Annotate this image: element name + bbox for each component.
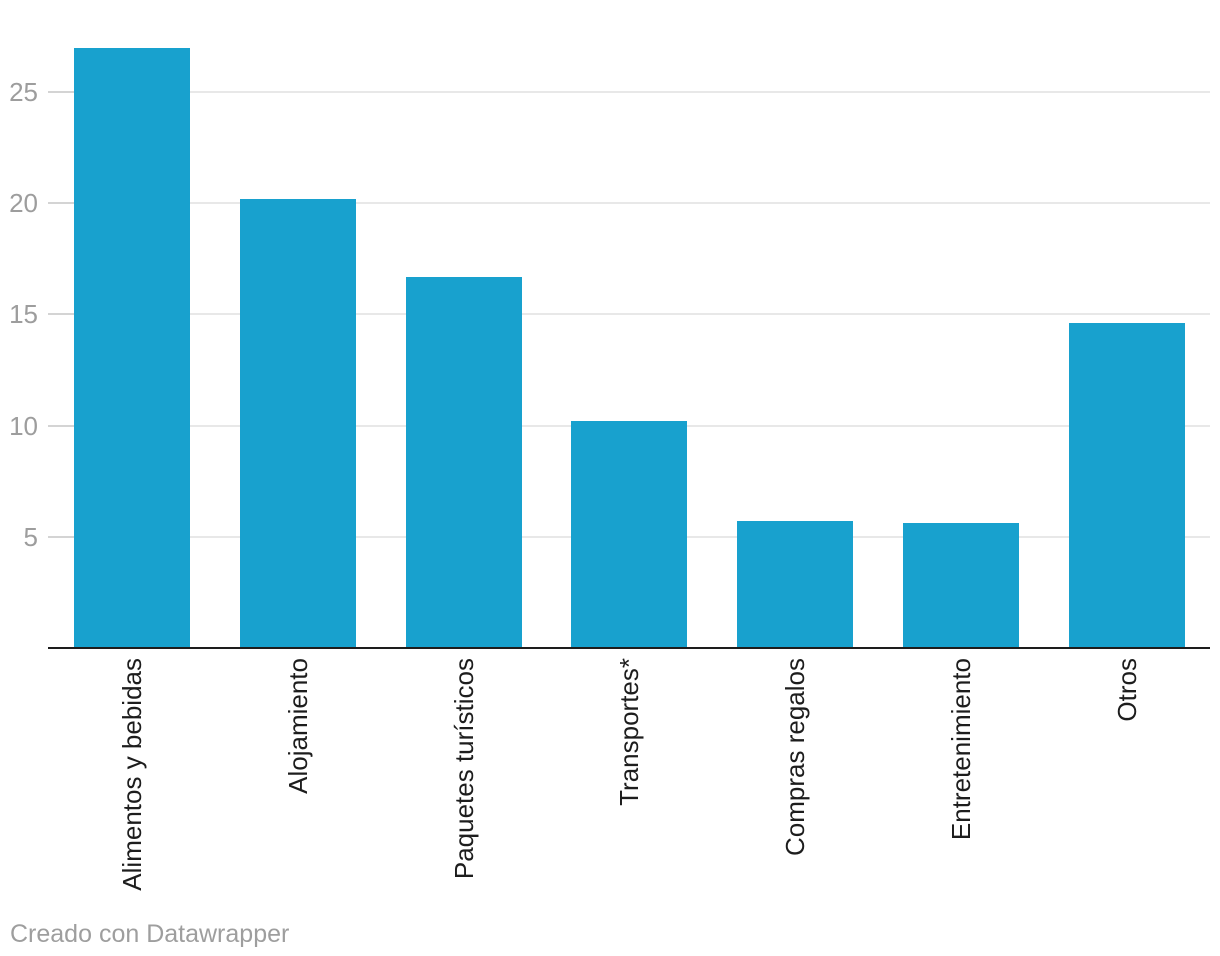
y-tick-label-20: 20 <box>9 188 38 219</box>
gridline-15 <box>48 313 1210 316</box>
y-tick-mark-15 <box>48 313 74 316</box>
x-axis-label-entretenimiento: Entretenimiento <box>946 658 977 841</box>
y-tick-mark-20 <box>48 202 74 205</box>
bar-paquetes-tur-sticos <box>405 276 522 648</box>
x-axis-line <box>48 647 1210 649</box>
gridline-20 <box>48 202 1210 205</box>
bar-otros <box>1068 323 1185 648</box>
y-tick-mark-25 <box>48 91 74 93</box>
bar-alimentos-y-bebidas <box>74 47 190 648</box>
attribution-text: Creado con Datawrapper <box>10 920 290 948</box>
y-tick-label-10: 10 <box>9 410 38 441</box>
y-tick-label-25: 25 <box>9 77 38 107</box>
y-tick-label-5: 5 <box>23 521 38 552</box>
x-axis-label-alojamiento: Alojamiento <box>282 658 313 794</box>
bar-alojamiento <box>239 198 356 648</box>
y-tick-mark-10 <box>48 424 74 427</box>
x-axis-label-alimentos-y-bebidas: Alimentos y bebidas <box>117 658 147 891</box>
bar-transportes <box>571 421 688 648</box>
bar-entretenimiento <box>903 523 1020 648</box>
x-axis-label-compras-regalos: Compras regalos <box>780 658 811 856</box>
gridline-25 <box>48 91 1210 93</box>
x-axis-label-transportes: Transportes* <box>614 658 645 806</box>
x-axis-label-paquetes-tur-sticos: Paquetes turísticos <box>448 658 479 880</box>
y-tick-mark-5 <box>48 535 74 538</box>
bar-compras-regalos <box>737 521 854 648</box>
x-axis-label-otros: Otros <box>1111 658 1142 722</box>
y-tick-label-15: 15 <box>9 299 38 330</box>
